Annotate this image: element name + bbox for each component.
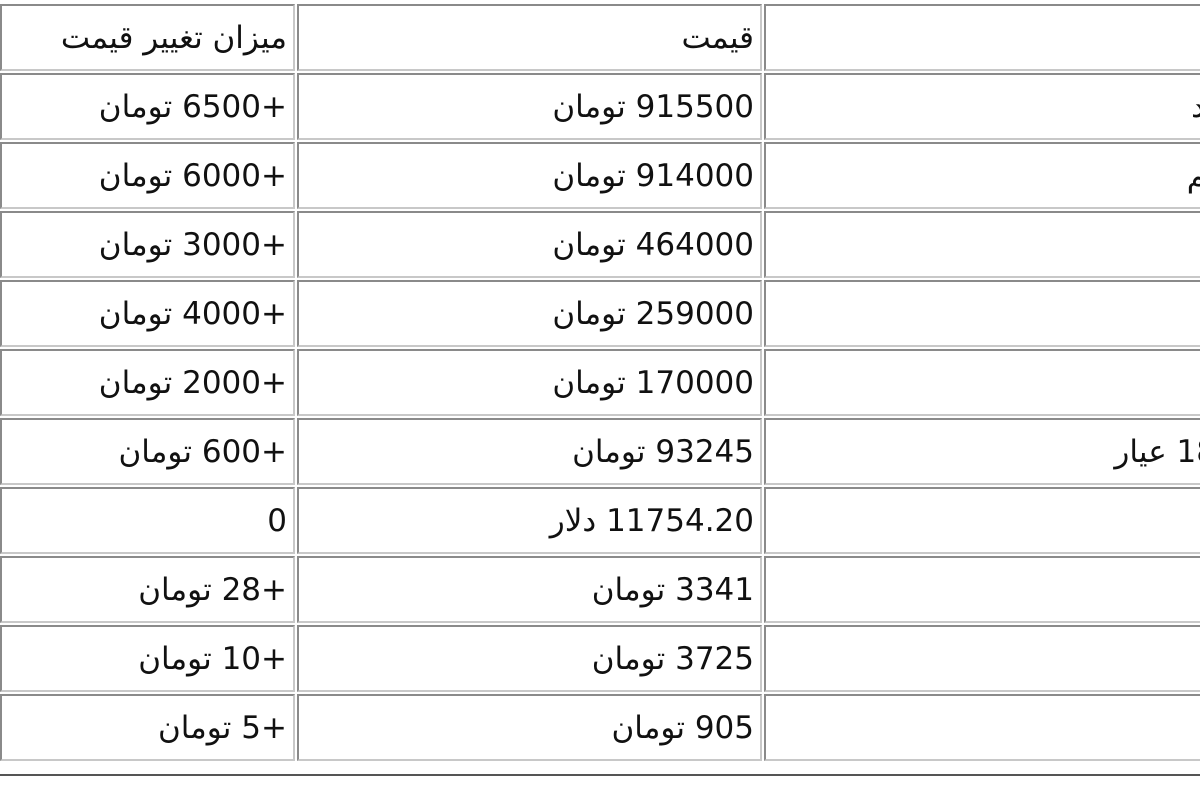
table-cell: +28 تومان <box>0 556 295 623</box>
table-cell: ید <box>764 73 1200 140</box>
table-cell <box>764 349 1200 416</box>
table-cell: 93245 تومان <box>297 418 762 485</box>
table-cell <box>764 556 1200 623</box>
table-cell: +6000 تومان <box>0 142 295 209</box>
table-cell: +3000 تومان <box>0 211 295 278</box>
table-cell: 3725 تومان <box>297 625 762 692</box>
table-cell: 905 تومان <box>297 694 762 761</box>
table-cell: 18 عیار <box>764 418 1200 485</box>
table-cell: 3341 تومان <box>297 556 762 623</box>
table-frame <box>0 774 1200 776</box>
table-cell: +600 تومان <box>0 418 295 485</box>
table-cell: 259000 تومان <box>297 280 762 347</box>
table-cell: +4000 تومان <box>0 280 295 347</box>
table-cell: 915500 تومان <box>297 73 762 140</box>
header-cell: قیمت <box>297 4 762 71</box>
table-cell <box>764 487 1200 554</box>
table-cell <box>764 625 1200 692</box>
table-cell <box>764 694 1200 761</box>
table-cell <box>764 211 1200 278</box>
table-cell: +10 تومان <box>0 625 295 692</box>
table-cell <box>764 280 1200 347</box>
table-cell: 11754.20 دلار <box>297 487 762 554</box>
table-cell: یم <box>764 142 1200 209</box>
table-cell: +2000 تومان <box>0 349 295 416</box>
table-cell: 170000 تومان <box>297 349 762 416</box>
table-cell: +5 تومان <box>0 694 295 761</box>
table-cell: +6500 تومان <box>0 73 295 140</box>
table-cell: 464000 تومان <box>297 211 762 278</box>
table-cell: 914000 تومان <box>297 142 762 209</box>
header-cell <box>764 4 1200 71</box>
table-cell: 0 <box>0 487 295 554</box>
header-cell: میزان تغییر قیمت <box>0 4 295 71</box>
